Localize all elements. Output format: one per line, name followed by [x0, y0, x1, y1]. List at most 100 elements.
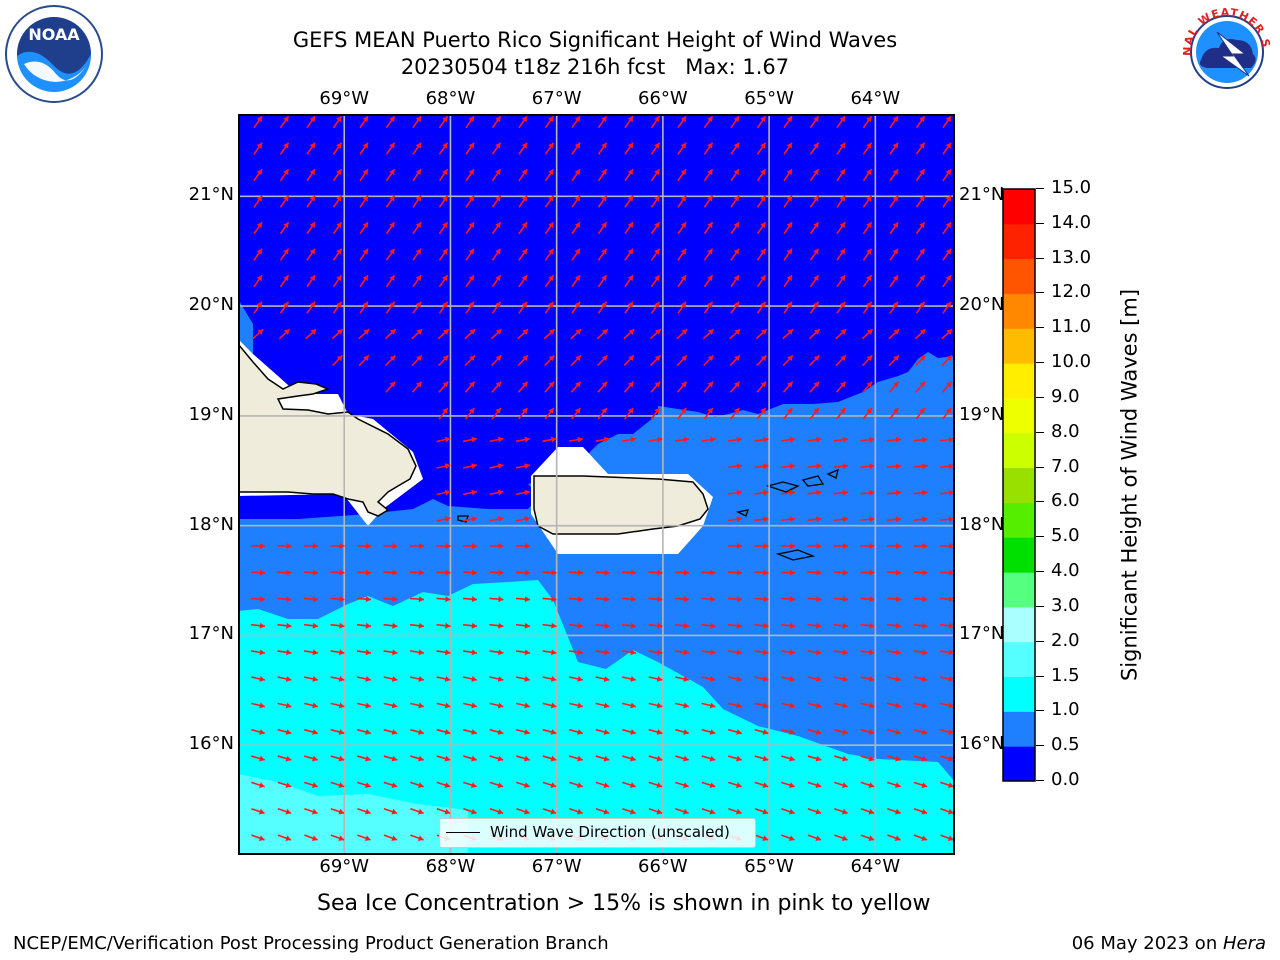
wind-wave-arrow	[886, 516, 902, 523]
lon-label-bottom: 68°W	[425, 856, 476, 877]
wind-wave-arrow	[571, 115, 581, 129]
wind-wave-arrow	[862, 274, 873, 288]
wind-wave-arrow	[569, 781, 583, 788]
wind-wave-arrow	[464, 354, 476, 367]
lon-label-bottom: 65°W	[744, 856, 794, 877]
wind-wave-arrow	[359, 142, 369, 155]
wind-wave-arrow	[701, 649, 716, 656]
wind-wave-arrow	[701, 436, 716, 443]
wind-wave-arrow	[436, 463, 451, 470]
wind-wave-arrow	[489, 569, 504, 576]
wind-wave-arrow	[833, 569, 849, 576]
wind-wave-arrow	[807, 675, 822, 682]
wind-wave-arrow	[304, 728, 318, 735]
wind-wave-arrow	[886, 489, 902, 496]
wind-wave-arrow	[623, 354, 635, 367]
wind-wave-arrow	[836, 407, 846, 420]
wind-wave-arrow	[862, 115, 873, 129]
wind-wave-arrow	[622, 755, 636, 762]
wind-wave-arrow	[677, 142, 687, 155]
wind-wave-arrow	[571, 142, 581, 155]
wind-wave-arrow	[913, 516, 928, 523]
wind-wave-arrow	[277, 569, 292, 576]
wind-wave-arrow	[279, 221, 290, 235]
wind-wave-arrow	[253, 195, 263, 208]
wind-wave-arrow	[730, 142, 740, 155]
wind-wave-arrow	[544, 274, 555, 288]
colorbar-label: Significant Height of Wind Waves [m]	[1117, 288, 1142, 682]
wind-wave-arrow	[304, 807, 318, 815]
wind-wave-arrow	[889, 115, 899, 129]
wind-wave-arrow	[306, 115, 316, 129]
wind-wave-arrow	[675, 702, 689, 709]
wind-wave-arrow	[568, 622, 584, 629]
wind-wave-arrow	[807, 516, 822, 523]
wind-wave-arrow	[516, 781, 530, 788]
colorbar-tick-mark	[1036, 327, 1044, 329]
wind-wave-arrow	[862, 142, 873, 155]
wind-wave-arrow	[516, 807, 530, 815]
wind-wave-arrow	[542, 781, 557, 788]
colorbar-tick-label: 7.0	[1051, 455, 1080, 477]
wind-wave-arrow	[306, 301, 316, 314]
wind-wave-arrow	[544, 301, 555, 314]
wind-wave-arrow	[782, 354, 794, 367]
wind-wave-arrow	[754, 807, 769, 815]
wind-wave-arrow	[436, 516, 451, 523]
wind-wave-arrow	[913, 596, 928, 603]
colorbar-segment	[1003, 363, 1035, 399]
map-frame	[238, 114, 955, 855]
wind-wave-arrow	[571, 274, 581, 288]
wind-wave-arrow	[939, 569, 955, 576]
wind-wave-arrow	[756, 168, 767, 182]
wind-wave-arrow	[542, 622, 557, 629]
wind-wave-arrow	[915, 115, 926, 129]
wind-wave-arrow	[518, 301, 528, 314]
wind-wave-arrow	[595, 781, 610, 788]
colorbar-tick-mark	[1036, 188, 1044, 189]
wind-wave-arrow	[277, 649, 292, 656]
wind-wave-arrow	[939, 489, 955, 496]
wind-wave-arrow	[754, 622, 769, 629]
lon-label-bottom: 66°W	[638, 856, 688, 877]
wind-wave-arrow	[914, 328, 927, 340]
wind-wave-arrow	[306, 142, 316, 155]
wind-wave-arrow	[860, 675, 875, 682]
band-0.5-1.0-islands	[758, 432, 955, 514]
wind-wave-arrow	[889, 301, 899, 314]
wind-wave-arrow	[939, 596, 955, 603]
wind-wave-arrow	[783, 142, 793, 155]
wind-wave-arrow	[356, 569, 372, 576]
wind-wave-arrow	[942, 168, 952, 182]
wind-wave-arrow	[251, 834, 265, 842]
wind-wave-arrow	[412, 115, 422, 129]
wind-wave-arrow	[277, 622, 292, 629]
wind-wave-arrow	[727, 675, 743, 682]
wind-wave-arrow	[674, 596, 690, 603]
lat-label-left: 20°N	[188, 294, 234, 316]
wind-wave-arrow	[251, 807, 265, 815]
wind-wave-arrow	[250, 569, 266, 576]
wind-wave-arrow	[357, 834, 371, 842]
wind-wave-arrow	[809, 381, 820, 393]
wind-wave-arrow	[728, 807, 742, 815]
wind-wave-arrow	[412, 195, 422, 208]
wind-wave-arrow	[728, 755, 742, 762]
wind-wave-arrow	[385, 168, 396, 182]
wind-wave-arrow	[412, 221, 422, 235]
wind-wave-arrow	[569, 728, 583, 735]
colorbar-tick-mark	[1036, 362, 1044, 364]
wind-wave-arrow	[886, 543, 902, 550]
wind-wave-arrow	[357, 781, 371, 788]
wind-wave-arrow	[915, 142, 926, 155]
wind-wave-arrow	[756, 301, 767, 314]
wind-wave-arrow	[515, 649, 531, 656]
wind-wave-arrow	[860, 755, 875, 762]
wind-wave-arrow	[780, 569, 796, 576]
wind-wave-arrow	[703, 115, 714, 129]
wind-wave-arrow	[597, 195, 608, 208]
wind-wave-arrow	[703, 168, 714, 182]
wind-wave-arrow	[754, 755, 769, 762]
wind-wave-arrow	[624, 407, 634, 420]
wind-wave-arrow	[250, 649, 266, 656]
